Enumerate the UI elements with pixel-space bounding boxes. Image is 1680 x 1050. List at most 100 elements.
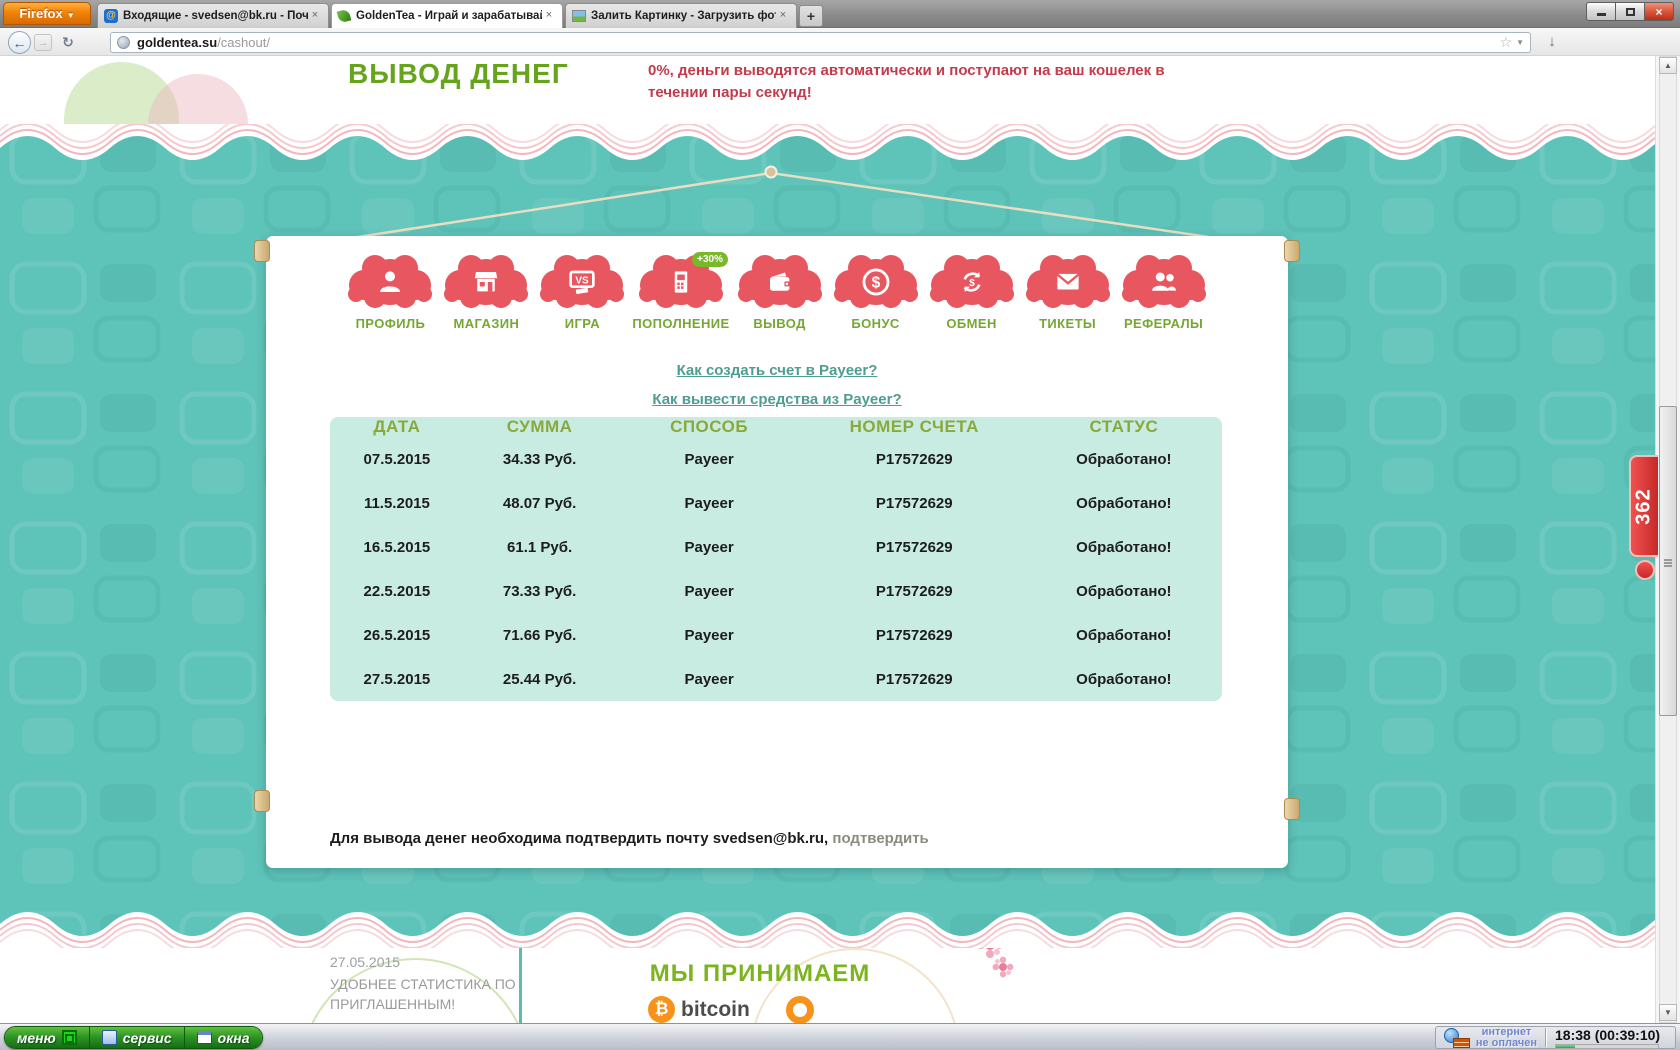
cell-account: P17572629 — [875, 494, 953, 512]
tab-image-upload[interactable]: Залить Картинку - Загрузить фото -... × — [565, 3, 797, 28]
restore-button[interactable] — [1615, 2, 1645, 21]
payout-notice: 0%, деньги выводятся автоматически и пос… — [648, 62, 1165, 101]
close-icon[interactable]: × — [545, 9, 553, 21]
col-header-date: ДАТА — [373, 417, 421, 436]
url-bar[interactable]: goldentea.su /cashout/ ☆ ▼ — [110, 32, 1531, 53]
taskbar-service-button[interactable]: сервис — [89, 1027, 185, 1048]
close-icon[interactable]: × — [779, 9, 787, 21]
cell-amount: 73.33 Руб. — [502, 582, 577, 600]
cell-account: P17572629 — [875, 538, 953, 556]
downloads-button[interactable]: ↓ — [1548, 33, 1556, 50]
taskbar-windows-button[interactable]: окна — [184, 1027, 262, 1048]
scroll-down-button[interactable]: ▼ — [1659, 1004, 1677, 1021]
close-window-button[interactable]: × — [1644, 2, 1674, 21]
nav-label: ОБМЕН — [946, 316, 997, 331]
taskbar: меню сервис окна интернет не оплачен — [0, 1023, 1680, 1050]
col-header-method: СПОСОБ — [670, 417, 749, 436]
firefox-label: Firefox — [19, 6, 63, 21]
nav-item-topup[interactable]: +30% ПОПОЛНЕНИЕ — [630, 252, 731, 331]
dollar-coin-icon: $ — [837, 256, 915, 308]
cell-account: P17572629 — [875, 582, 953, 600]
cell-status: Обработано! — [1076, 582, 1172, 600]
confirm-link[interactable]: подтвердить — [832, 830, 929, 847]
forward-button[interactable]: → — [34, 34, 52, 51]
windows-icon — [196, 1031, 212, 1044]
banner-roller — [1284, 798, 1300, 820]
minimize-button[interactable] — [1586, 2, 1616, 21]
table-row: 27.5.2015 25.44 Руб. Payeer P17572629 Обрабо… — [330, 657, 1222, 701]
menu-label: меню — [17, 1029, 56, 1046]
link-withdraw-payeer[interactable]: Как вывести средства из Payeer? — [652, 391, 902, 408]
we-accept-title: МЫ ПРИНИМАЕМ — [649, 960, 871, 987]
footer-stat-text: УДОБНЕЕ СТАТИСТИКА ПО ПРИГЛАШЕННЫМ! — [330, 976, 516, 1012]
svg-text:VS: VS — [576, 275, 590, 286]
restore-icon — [1625, 7, 1635, 16]
chevron-down-icon: ▼ — [66, 11, 75, 20]
mail-icon: @ — [104, 9, 118, 23]
side-badge-dot[interactable] — [1635, 560, 1655, 580]
table-row: 26.5.2015 71.66 Руб. Payeer P17572629 Обрабо… — [330, 613, 1222, 657]
cell-amount: 34.33 Руб. — [502, 450, 577, 468]
link-create-payeer[interactable]: Как создать счет в Payeer? — [676, 362, 878, 379]
browser-toolbar: ← → ↻ goldentea.su /cashout/ ☆ ▼ ↓ — [0, 28, 1680, 56]
banner-roller — [1284, 240, 1300, 262]
side-badge-362[interactable]: 362 — [1629, 455, 1658, 557]
urlbar-dropdown-icon[interactable]: ▼ — [1516, 38, 1524, 47]
close-icon[interactable]: × — [311, 9, 319, 21]
bookmark-star-icon[interactable]: ☆ — [1499, 34, 1513, 50]
footer-divider — [519, 948, 522, 1023]
cell-method: Payeer — [684, 538, 734, 556]
col-header-status: СТАТУС — [1089, 417, 1159, 436]
people-icon — [1125, 256, 1203, 308]
cell-date: 22.5.2015 — [363, 582, 431, 600]
cell-date: 27.5.2015 — [363, 670, 431, 688]
cashout-panel: ПРОФИЛЬ МАГАЗИН VS ИГРА +30% ПОПОЛНЕНИ — [266, 236, 1288, 868]
cell-method: Payeer — [684, 582, 734, 600]
nav-item-profile[interactable]: ПРОФИЛЬ — [342, 256, 438, 331]
cell-status: Обработано! — [1076, 670, 1172, 688]
firefox-menu-button[interactable]: Firefox ▼ — [3, 2, 91, 25]
nav-item-game[interactable]: VS ИГРА — [534, 256, 630, 331]
nav-item-referrals[interactable]: РЕФЕРАЛЫ — [1116, 256, 1212, 331]
nav-label: ТИКЕТЫ — [1039, 316, 1097, 331]
image-icon — [572, 10, 586, 22]
scroll-up-button[interactable]: ▲ — [1659, 57, 1677, 74]
internet-status: интернет не оплачен — [1475, 1026, 1537, 1049]
brick-wall-icon — [1452, 1037, 1470, 1048]
nav-item-shop[interactable]: МАГАЗИН — [438, 256, 534, 331]
nav-item-exchange[interactable]: $ ОБМЕН — [924, 256, 1020, 331]
tab-strip: @ Входящие - svedsen@bk.ru - Почта ... ×… — [97, 3, 823, 28]
nav-item-tickets[interactable]: ТИКЕТЫ — [1020, 256, 1116, 331]
payouts-table: ДАТА СУММА СПОСОБ НОМЕР СЧЕТА СТАТУС 07.… — [330, 417, 1222, 701]
cell-amount: 61.1 Руб. — [507, 538, 573, 556]
tab-title: Залить Картинку - Загрузить фото -... — [591, 10, 776, 22]
service-label: сервис — [122, 1029, 172, 1046]
banner-ropes — [286, 165, 1285, 250]
clock-area[interactable]: 18:38 (00:39:10) — [1555, 1027, 1667, 1049]
firewall-icon[interactable] — [1443, 1027, 1470, 1048]
orange-ring-icon — [786, 996, 814, 1023]
minimize-icon — [1596, 13, 1606, 16]
tab-mail[interactable]: @ Входящие - svedsen@bk.ru - Почта ... × — [97, 3, 329, 28]
taskbar-menu-button[interactable]: меню — [5, 1027, 90, 1048]
nav-item-bonus[interactable]: $ БОНУС — [828, 256, 924, 331]
footer-date: 27.05.2015 — [330, 954, 401, 970]
cell-status: Обработано! — [1076, 626, 1172, 644]
cell-method: Payeer — [684, 626, 734, 644]
email-confirm-line: Для вывода денег необходима подтвердить … — [330, 830, 929, 847]
nav-label: МАГАЗИН — [453, 316, 520, 331]
tab-goldentea[interactable]: GoldenTea - Играй и зарабатывай! × — [331, 3, 563, 28]
new-tab-button[interactable]: + — [799, 5, 823, 27]
reload-button[interactable]: ↻ — [62, 34, 74, 50]
wave-border-top — [0, 118, 1680, 160]
nav-label: ПОПОЛНЕНИЕ — [632, 316, 730, 331]
cell-status: Обработано! — [1076, 494, 1172, 512]
internet-status-line2: не оплачен — [1475, 1036, 1537, 1049]
cell-status: Обработано! — [1076, 450, 1172, 468]
banner-roller — [254, 240, 270, 262]
table-row: 22.5.2015 73.33 Руб. Payeer P17572629 Обрабо… — [330, 569, 1222, 613]
scrollbar[interactable]: ▲ ▼ — [1655, 56, 1680, 1023]
scrollbar-thumb[interactable] — [1659, 406, 1677, 716]
nav-item-cashout[interactable]: ВЫВОД — [732, 256, 828, 331]
back-button[interactable]: ← — [8, 31, 31, 54]
